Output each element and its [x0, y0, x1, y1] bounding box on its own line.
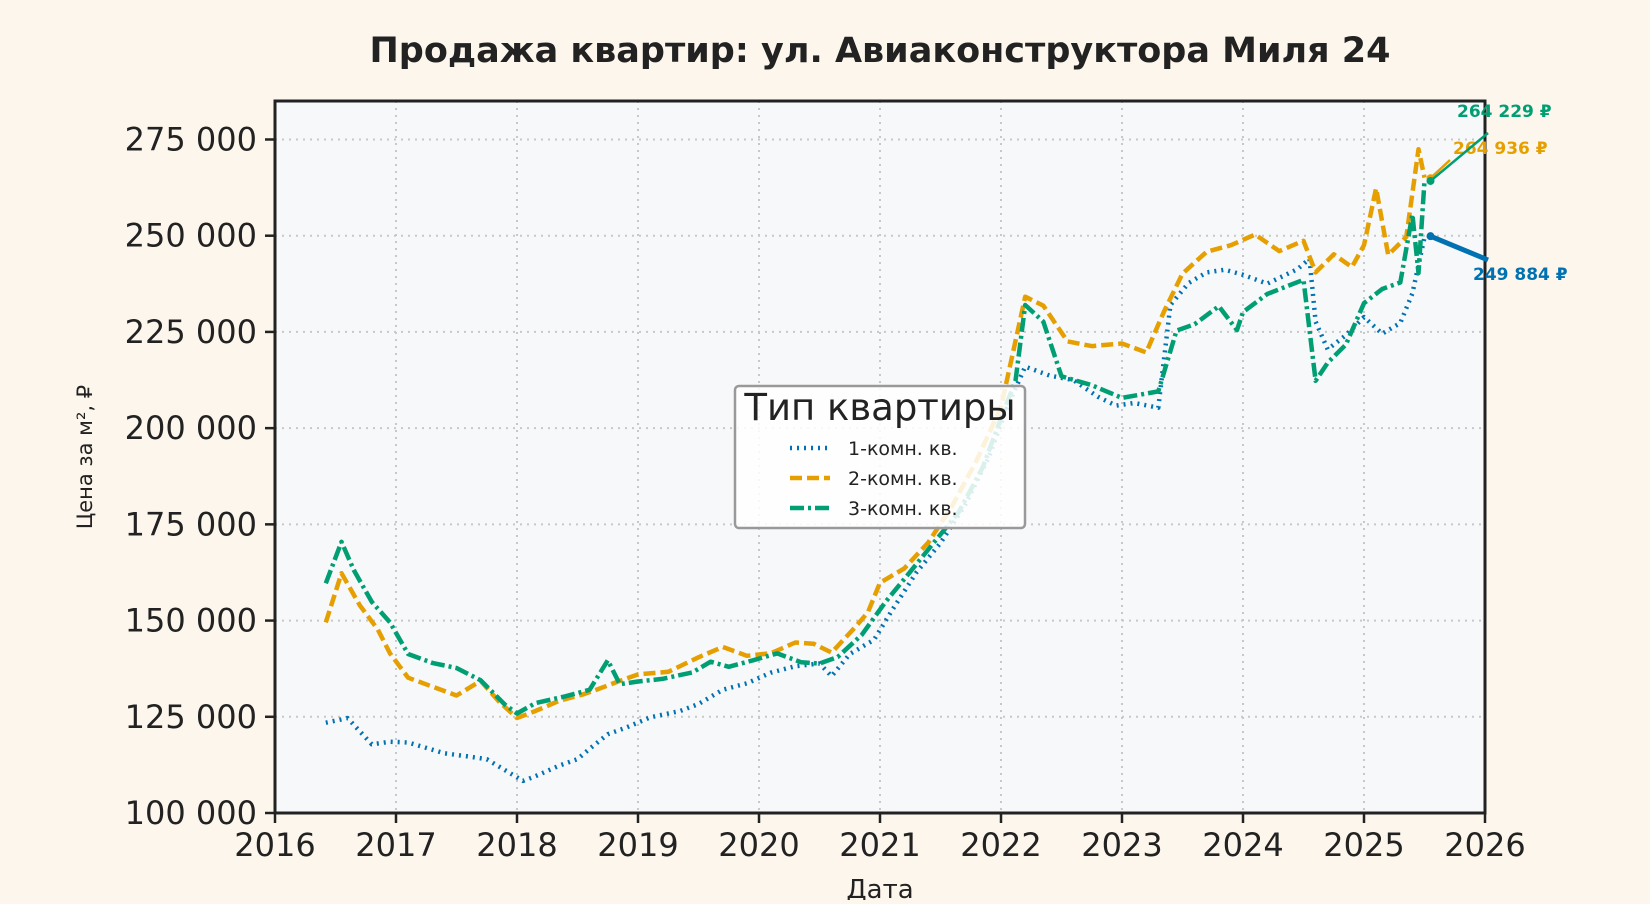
x-tick-label: 2021	[839, 826, 920, 864]
y-tick-label: 225 000	[125, 313, 257, 351]
axis-ticks: 2016 2017 2018 2019 2020 2021 2022 2023 2024 2025…	[125, 120, 1526, 864]
x-tick-label: 2026	[1444, 826, 1525, 864]
legend-box	[733, 384, 1027, 530]
y-tick-label: 125 000	[125, 698, 257, 736]
annotation-arrow-3	[1429, 132, 1489, 182]
annotation-arrow-1	[1429, 233, 1489, 263]
series-lines	[323, 146, 1427, 784]
y-tick-label: 175 000	[125, 505, 257, 543]
chart-title: Продажа квартир: ул. Авиаконструктора Ми…	[369, 31, 1390, 71]
x-tick-label: 2024	[1202, 826, 1283, 864]
annotation-label-3: 264 229 ₽	[1457, 102, 1552, 122]
series-line-3	[323, 180, 1427, 716]
x-tick-label: 2018	[476, 826, 557, 864]
legend-label-3: 3-комн. кв.	[848, 498, 958, 520]
grid-lines	[275, 101, 1485, 813]
legend-entries: 1-комн. кв. 2-комн. кв. 3-комн. кв.	[790, 438, 958, 520]
legend: Тип квартиры 1-комн. кв. 2-комн. кв. 3-ком…	[733, 384, 1027, 530]
y-axis-label: Цена за м², ₽	[73, 385, 97, 529]
x-tick-label: 2017	[355, 826, 436, 864]
x-tick-label: 2023	[1081, 826, 1162, 864]
legend-label-1: 1-комн. кв.	[848, 438, 958, 460]
legend-title: Тип квартиры	[743, 386, 1015, 429]
y-tick-label: 100 000	[125, 794, 257, 832]
y-tick-label: 275 000	[125, 120, 257, 158]
legend-label-2: 2-комн. кв.	[848, 468, 958, 490]
y-tick-label: 200 000	[125, 409, 257, 447]
annotation-arrow-2	[1429, 159, 1451, 180]
annotation-arrowhead-3	[1426, 176, 1435, 185]
y-tick-label: 150 000	[125, 602, 257, 640]
annotation-label-1: 249 884 ₽	[1473, 265, 1568, 285]
x-axis-label: Дата	[846, 875, 913, 900]
annotations: 249 884 ₽264 936 ₽264 229 ₽	[1426, 102, 1568, 285]
x-tick-label: 2022	[960, 826, 1041, 864]
x-tick-label: 2025	[1323, 826, 1404, 864]
y-tick-label: 250 000	[125, 217, 257, 255]
x-tick-label: 2016	[234, 826, 315, 864]
x-tick-label: 2020	[718, 826, 799, 864]
annotation-arrowhead-1	[1426, 232, 1435, 241]
x-tick-label: 2019	[597, 826, 678, 864]
